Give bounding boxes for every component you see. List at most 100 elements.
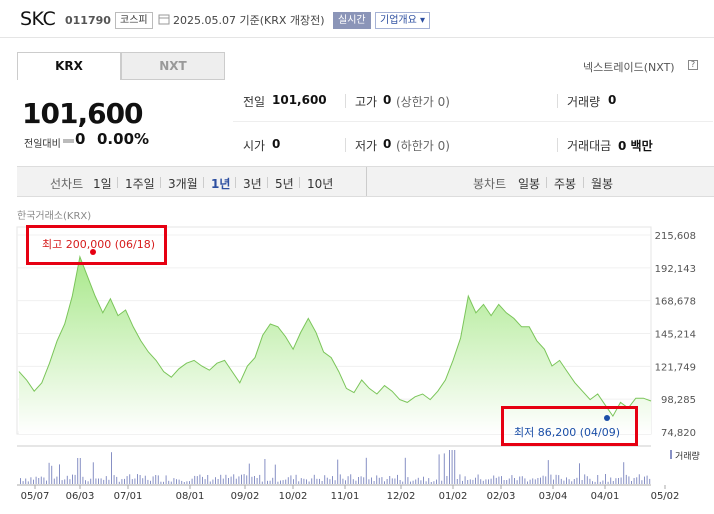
candle-chart-label: 봉차트 (473, 177, 507, 191)
volume-bar (207, 475, 209, 484)
volume-bar (558, 475, 560, 484)
volume-bar (48, 462, 50, 484)
volume-bar (415, 479, 417, 484)
divider (235, 177, 236, 188)
volume-bar (467, 480, 469, 484)
volume-legend-icon (670, 450, 672, 459)
volume-bar (183, 482, 185, 484)
divider (557, 94, 558, 108)
volume-bar (22, 481, 24, 484)
volume-bar (599, 481, 601, 484)
date-value: 2025.05.07 (173, 14, 236, 27)
period-5y[interactable]: 5년 (275, 177, 294, 191)
volume-bar (417, 477, 419, 484)
volume-bar (64, 479, 66, 484)
divider (345, 94, 346, 108)
volume-bar (355, 480, 357, 484)
candle-weekly[interactable]: 주봉 (554, 177, 577, 191)
volume-bar (217, 479, 219, 484)
volume-bar (399, 480, 401, 484)
volume-bar (222, 478, 224, 484)
volume-bar (576, 477, 578, 484)
period-10y[interactable]: 10년 (307, 177, 334, 191)
high-marker (90, 249, 96, 255)
volume-bar (456, 479, 458, 484)
volume-bar (139, 475, 141, 484)
period-1y[interactable]: 1년 (211, 177, 231, 191)
volume-bar (610, 477, 612, 484)
candle-monthly[interactable]: 월봉 (591, 177, 614, 191)
stock-code: 011790 (65, 14, 111, 27)
help-icon[interactable]: ? (688, 60, 698, 70)
volume-bar (150, 480, 151, 484)
volume-bars (20, 450, 651, 484)
y-tick-label: 74,820 (661, 428, 696, 439)
volume-bar (438, 454, 440, 484)
volume-bar (423, 476, 424, 484)
volume-bar (508, 478, 510, 484)
volume-bar (537, 478, 539, 484)
volume-bar (220, 474, 222, 484)
volume-bar (553, 479, 554, 484)
volume-bar (597, 475, 599, 484)
volume-bar (586, 476, 588, 484)
volume-bar (264, 459, 266, 484)
volume-bar (506, 480, 508, 484)
divider (117, 177, 118, 188)
period-bar: 선차트 1일 1주일 3개월 1년 3년 5년 10년 봉차트 일봉 주봉 월봉 (17, 166, 714, 197)
volume-bar (638, 474, 640, 484)
volume-bar (43, 477, 45, 484)
volume-bar (475, 477, 476, 484)
low-marker (604, 415, 610, 421)
volume-bar (623, 462, 625, 484)
volume-bar (560, 478, 562, 484)
volume-bar (290, 475, 292, 484)
x-tick-label: 06/03 (66, 491, 95, 502)
period-1d[interactable]: 1일 (93, 177, 112, 191)
tab-nxt[interactable]: NXT (121, 52, 225, 80)
volume-bar (186, 481, 188, 484)
volume-bar (269, 480, 271, 484)
nxt-link[interactable]: 넥스트레이드(NXT) (583, 61, 675, 74)
corp-info-label: 기업개요 (380, 15, 417, 26)
volume-bar (628, 476, 630, 484)
corp-info-dropdown[interactable]: 기업개요 ▾ (375, 12, 431, 29)
volume-bar (326, 477, 328, 484)
period-3m[interactable]: 3개월 (168, 177, 198, 191)
volume-bar (69, 479, 71, 484)
volume-bar (532, 478, 534, 484)
divider (557, 138, 558, 152)
volume-bar (485, 479, 487, 484)
volume-bar (27, 481, 29, 484)
volume-bar (472, 479, 474, 484)
candle-daily[interactable]: 일봉 (518, 177, 541, 191)
volume-bar (633, 478, 635, 484)
volume-bar (454, 450, 456, 484)
volume-bar (365, 457, 367, 484)
period-3y[interactable]: 3년 (243, 177, 262, 191)
volume-bar (259, 474, 261, 484)
volume-bar (329, 479, 331, 484)
volume-bar (77, 458, 79, 484)
upper-limit: (상한가 0) (396, 95, 450, 109)
volume-bar (176, 479, 177, 484)
y-tick-label: 192,143 (655, 264, 696, 275)
volume-bar (391, 478, 393, 484)
x-tick-label: 05/07 (21, 491, 50, 502)
volume-bar (477, 474, 479, 484)
divider (546, 177, 547, 188)
high-label: 고가 (355, 95, 378, 109)
volume-bar (121, 479, 123, 484)
tab-krx[interactable]: KRX (17, 52, 121, 80)
volume-bar (490, 478, 492, 484)
period-1w[interactable]: 1주일 (125, 177, 155, 191)
volume-bar (280, 480, 281, 484)
date-suffix: 기준(KRX 개장전) (239, 14, 325, 27)
volume-bar (293, 479, 294, 484)
realtime-button[interactable]: 실시간 (333, 12, 371, 29)
volume-bar (615, 478, 617, 484)
volume-bar (324, 475, 326, 484)
x-tick-label: 12/02 (387, 491, 416, 502)
volume-bar (261, 481, 263, 484)
volume-bar (384, 481, 385, 484)
